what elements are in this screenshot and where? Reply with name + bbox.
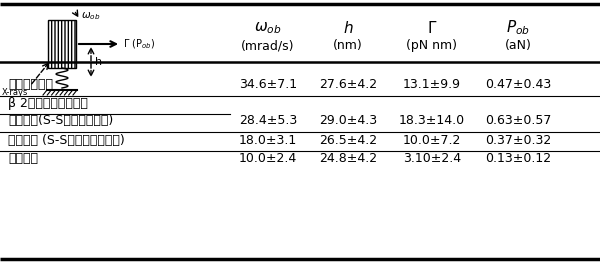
- Text: 0.13±0.12: 0.13±0.12: [485, 151, 551, 164]
- Text: 28.4±5.3: 28.4±5.3: [239, 114, 297, 128]
- Text: 0.37±0.32: 0.37±0.32: [485, 134, 551, 146]
- Text: $\Gamma$ (P$_{ob}$): $\Gamma$ (P$_{ob}$): [123, 37, 155, 51]
- Text: アクチン繊維: アクチン繊維: [8, 78, 53, 90]
- Text: $P_{ob}$: $P_{ob}$: [506, 19, 530, 37]
- Text: 10.0±2.4: 10.0±2.4: [239, 151, 297, 164]
- Text: 0.63±0.57: 0.63±0.57: [485, 114, 551, 128]
- Text: 10.0±7.2: 10.0±7.2: [403, 134, 461, 146]
- Text: 26.5±4.2: 26.5±4.2: [319, 134, 377, 146]
- Text: 自然状態: 自然状態: [8, 151, 38, 164]
- Text: 変性状態(S-S結合を切った): 変性状態(S-S結合を切った): [8, 114, 113, 128]
- Text: $\omega_{ob}$: $\omega_{ob}$: [254, 20, 282, 36]
- Text: X-rays: X-rays: [2, 88, 28, 97]
- Text: 3.10±2.4: 3.10±2.4: [403, 151, 461, 164]
- Text: $\omega_{ob}$: $\omega_{ob}$: [81, 10, 100, 22]
- Text: $h$: $h$: [343, 20, 353, 36]
- Text: (nm): (nm): [333, 39, 363, 53]
- Text: 24.8±4.2: 24.8±4.2: [319, 151, 377, 164]
- Text: 34.6±7.1: 34.6±7.1: [239, 78, 297, 90]
- Text: (mrad/s): (mrad/s): [241, 39, 295, 53]
- Text: h: h: [95, 57, 102, 67]
- Text: 18.0±3.1: 18.0±3.1: [239, 134, 297, 146]
- Bar: [48, 20, 76, 68]
- Text: 変性状態 (S-S結合がそのまま): 変性状態 (S-S結合がそのまま): [8, 134, 125, 146]
- Text: 18.3±14.0: 18.3±14.0: [399, 114, 465, 128]
- Text: 0.47±0.43: 0.47±0.43: [485, 78, 551, 90]
- Text: 29.0±4.3: 29.0±4.3: [319, 114, 377, 128]
- Text: β 2ミクログラブリン: β 2ミクログラブリン: [8, 97, 88, 109]
- Text: $\Gamma$: $\Gamma$: [427, 20, 437, 36]
- Text: 27.6±4.2: 27.6±4.2: [319, 78, 377, 90]
- Text: (aN): (aN): [505, 39, 532, 53]
- Text: 13.1±9.9: 13.1±9.9: [403, 78, 461, 90]
- Text: (pN nm): (pN nm): [407, 39, 458, 53]
